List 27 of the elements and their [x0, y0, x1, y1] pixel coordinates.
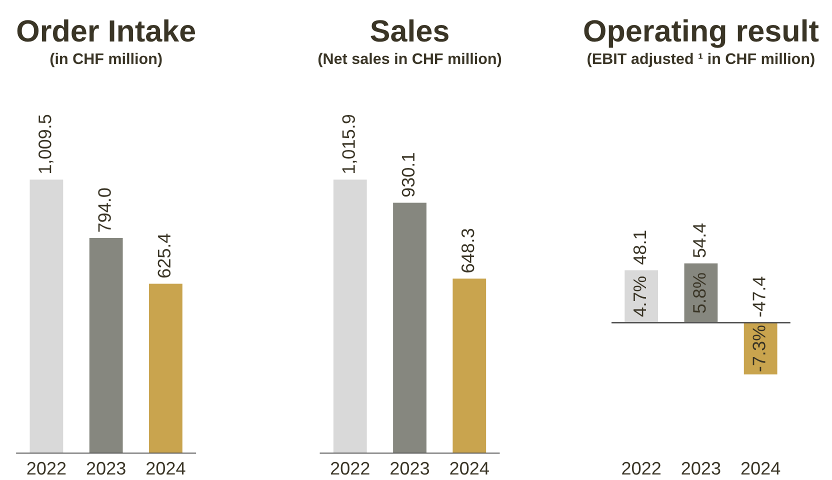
annotation: 5.8% [693, 273, 706, 313]
chart-title: Order Intake [17, 19, 196, 42]
x-tick-label: 2024 [741, 462, 780, 475]
annotation: -7.3% [752, 326, 766, 372]
data-label: 930.1 [402, 153, 415, 197]
chart-subtitle: (EBIT adjusted ¹ in CHF million) [588, 52, 814, 68]
x-tick-label: 2022 [330, 462, 370, 475]
data-label: 54.4 [693, 223, 706, 258]
chart-title: Sales [370, 19, 448, 42]
chart-subtitle: (Net sales in CHF million) [318, 52, 502, 68]
data-label: 648.3 [461, 228, 474, 272]
data-label: 1,009.5 [38, 114, 54, 173]
x-tick-label: 2024 [146, 462, 186, 475]
chart-subtitle: (in CHF million) [50, 52, 162, 68]
x-tick-label: 2024 [450, 462, 489, 475]
data-label: 625.4 [158, 234, 171, 278]
annotation: 4.7% [633, 276, 646, 317]
x-tick-label: 2023 [390, 462, 430, 475]
x-tick-label: 2022 [27, 462, 66, 475]
data-label: 48.1 [633, 230, 646, 265]
x-tick-label: 2022 [622, 462, 661, 475]
x-tick-label: 2023 [86, 462, 126, 475]
data-label: 794.0 [98, 188, 111, 232]
data-label: -47.4 [752, 276, 766, 317]
data-label: 1,015.9 [342, 114, 358, 173]
x-tick-label: 2023 [682, 462, 720, 475]
chart-title: Operating result [584, 19, 819, 48]
